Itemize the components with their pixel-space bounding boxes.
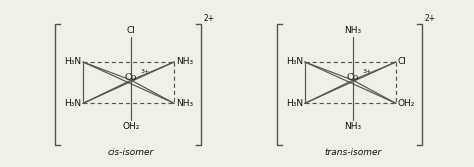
Text: cis-isomer: cis-isomer (108, 148, 154, 157)
Text: Co: Co (346, 73, 359, 82)
Text: 2+: 2+ (425, 14, 436, 23)
Text: Cl: Cl (398, 57, 407, 66)
Text: H₃N: H₃N (64, 99, 82, 108)
Text: NH₃: NH₃ (176, 57, 193, 66)
Text: 3+: 3+ (363, 69, 372, 74)
Text: H₃N: H₃N (64, 57, 82, 66)
Text: NH₃: NH₃ (344, 27, 362, 35)
Text: trans-isomer: trans-isomer (324, 148, 382, 157)
Text: Co: Co (125, 73, 137, 82)
Text: Cl: Cl (127, 27, 136, 35)
Text: NH₃: NH₃ (176, 99, 193, 108)
Text: 3+: 3+ (141, 69, 150, 74)
Text: H₃N: H₃N (286, 99, 303, 108)
Text: 2+: 2+ (203, 14, 214, 23)
Text: OH₂: OH₂ (122, 122, 140, 131)
Text: OH₂: OH₂ (398, 99, 415, 108)
Text: H₃N: H₃N (286, 57, 303, 66)
Text: NH₃: NH₃ (344, 122, 362, 131)
